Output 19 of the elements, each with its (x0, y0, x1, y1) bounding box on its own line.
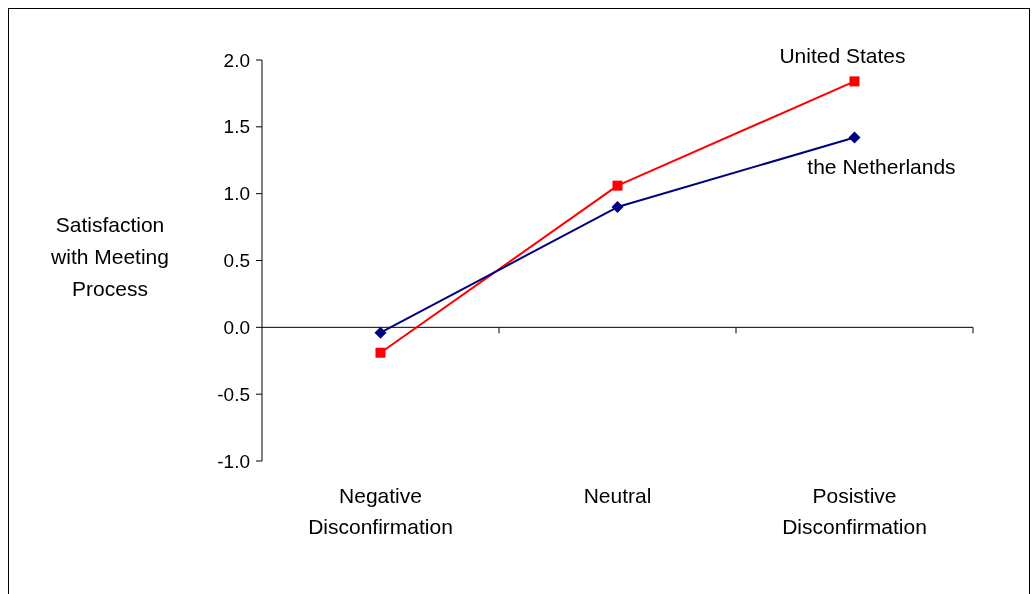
x-tick-label: Negative Disconfirmation (308, 484, 453, 538)
point (849, 76, 860, 87)
x-tick-label: Posistive Disconfirmation (782, 484, 927, 538)
y-tick-label: 0.5 (223, 250, 250, 272)
y-tick-label: 2.0 (223, 49, 250, 71)
point (848, 131, 861, 144)
point (375, 347, 386, 358)
series-label: the Netherlands (807, 154, 956, 178)
y-tick-label: -1.0 (217, 450, 250, 472)
y-tick-label: 0.0 (223, 316, 250, 338)
point (612, 180, 623, 191)
y-tick-label: -0.5 (217, 383, 250, 405)
y-tick-label: 1.0 (223, 183, 250, 205)
point (374, 326, 387, 339)
y-tick-label: 1.5 (223, 116, 250, 138)
x-tick-label: Neutral (583, 484, 652, 507)
y-axis-title: Satisfaction with Meeting Process (50, 213, 169, 300)
point (611, 201, 624, 214)
series-label: United States (779, 44, 906, 68)
